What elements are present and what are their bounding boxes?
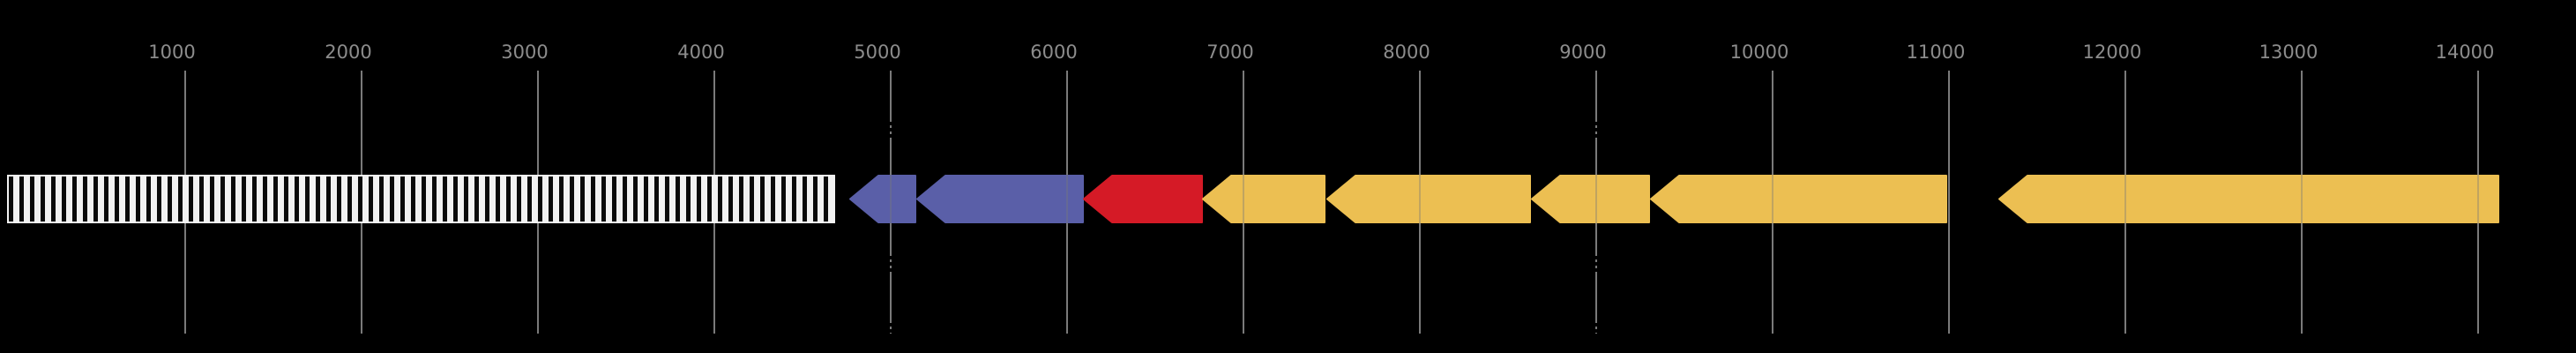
striped-region bbox=[6, 175, 835, 223]
cds-yellow-1 bbox=[1202, 175, 1325, 223]
axis-tick-label: 5000 bbox=[854, 41, 901, 63]
cds-blue-1 bbox=[849, 175, 916, 223]
cds-yellow-2 bbox=[1326, 175, 1531, 223]
gridline bbox=[1948, 71, 1950, 334]
gridline-overlay bbox=[2124, 171, 2126, 228]
axis-tick-label: 1000 bbox=[148, 41, 196, 63]
gridline-overlay bbox=[890, 171, 892, 228]
axis-tick-label: 12000 bbox=[2082, 41, 2142, 63]
gridline-overlay bbox=[1948, 171, 1950, 228]
gridline-overlay bbox=[1595, 171, 1597, 228]
cds-blue-2 bbox=[916, 175, 1084, 223]
axis-tick-label: 14000 bbox=[2435, 41, 2495, 63]
axis-tick-label: 2000 bbox=[325, 41, 372, 63]
axis-tick-label: 3000 bbox=[501, 41, 549, 63]
axis-tick-label: 11000 bbox=[1906, 41, 1966, 63]
axis-tick-label: 6000 bbox=[1030, 41, 1078, 63]
axis-tick-label: 10000 bbox=[1729, 41, 1789, 63]
gridline-overlay bbox=[1419, 171, 1421, 228]
axis-tick-label: 7000 bbox=[1206, 41, 1254, 63]
gridline-overlay bbox=[1772, 171, 1773, 228]
cds-yellow-3 bbox=[1531, 175, 1650, 223]
axis-tick-label: 9000 bbox=[1559, 41, 1607, 63]
cds-yellow-5 bbox=[1998, 175, 2499, 223]
gridline-overlay bbox=[1243, 171, 1244, 228]
gridline-overlay bbox=[2301, 171, 2303, 228]
cds-yellow-4 bbox=[1650, 175, 1947, 223]
gridline-overlay bbox=[2477, 171, 2479, 228]
gridline-overlay bbox=[1066, 171, 1068, 228]
cds-red-1 bbox=[1083, 175, 1203, 223]
axis-tick-label: 8000 bbox=[1383, 41, 1430, 63]
axis-tick-label: 13000 bbox=[2259, 41, 2318, 63]
axis-tick-label: 4000 bbox=[677, 41, 725, 63]
